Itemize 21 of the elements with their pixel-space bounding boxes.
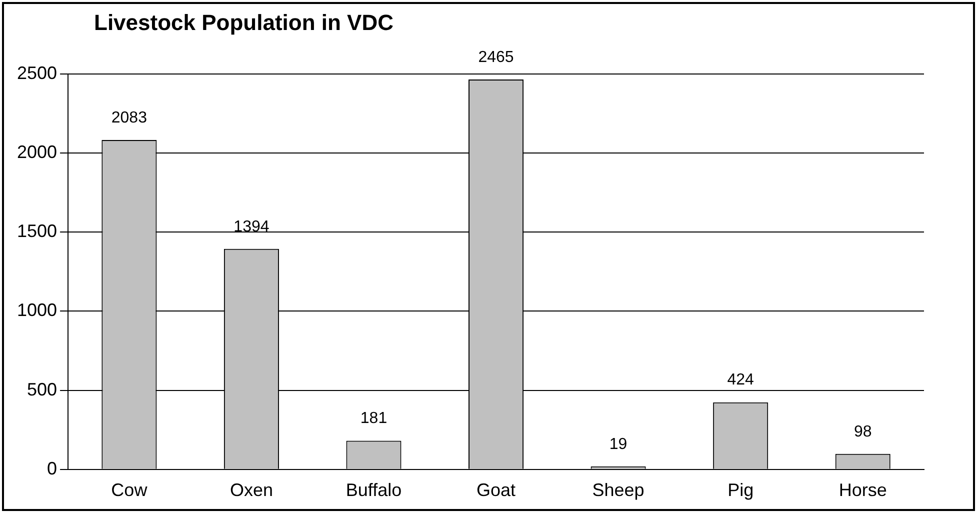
data-label: 98	[854, 423, 872, 440]
data-label: 2465	[478, 48, 514, 66]
x-tick-label: Sheep	[592, 480, 644, 500]
data-label: 2083	[111, 109, 148, 126]
y-tick-label: 1000	[16, 300, 58, 320]
data-label: 424	[727, 372, 754, 389]
x-tick-label: Oxen	[230, 480, 273, 500]
x-tick-label: Goat	[476, 480, 516, 500]
x-tick-label: Pig	[728, 480, 754, 500]
data-label: 181	[360, 410, 388, 428]
y-tick-label: 2500	[16, 62, 58, 83]
y-tick-label: 0	[47, 458, 58, 478]
data-label: 1394	[234, 218, 270, 236]
y-tick-label: 2000	[16, 142, 58, 162]
x-tick-label: Cow	[111, 480, 148, 500]
x-tick-label: Buffalo	[346, 480, 402, 500]
chart-title: Livestock Population in VDC	[94, 10, 394, 36]
x-tick-label: Horse	[838, 480, 887, 500]
data-label: 19	[609, 436, 628, 453]
y-tick-label: 1500	[16, 221, 58, 242]
y-tick-label: 500	[26, 379, 58, 400]
